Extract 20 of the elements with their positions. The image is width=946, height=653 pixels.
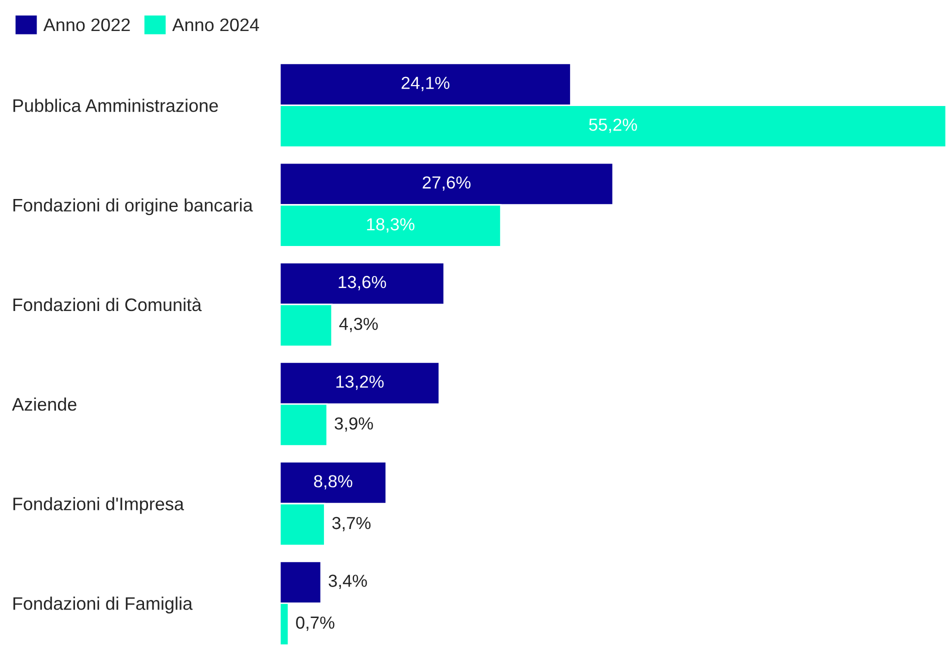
data-label: 13,6% <box>338 276 386 290</box>
data-label: 18,3% <box>367 218 414 232</box>
data-label: 55,2% <box>589 118 638 133</box>
data-label: 3,4% <box>328 574 367 590</box>
y-tick-label: Aziende <box>12 398 76 411</box>
legend-label: Anno 2024 <box>172 18 260 32</box>
y-tick-label: Pubblica Amministrazione <box>13 98 218 112</box>
legend-label: Anno 2022 <box>43 18 130 32</box>
data-label: 3,7% <box>332 516 371 532</box>
data-label: 27,6% <box>422 176 471 191</box>
data-label: 4,3% <box>339 318 378 332</box>
y-tick-label: Fondazioni di Comunità <box>13 298 202 312</box>
data-label: 8,8% <box>314 475 352 490</box>
y-tick-label: Fondazioni d'Impresa <box>13 497 184 514</box>
data-label: 0,7% <box>296 616 334 631</box>
data-label: 13,2% <box>336 376 384 390</box>
data-label: 24,1% <box>402 76 450 92</box>
y-tick-label: Fondazioni di Famiglia <box>13 596 193 614</box>
y-tick-label: Fondazioni di origine bancaria <box>13 198 253 216</box>
data-label: 3,9% <box>334 417 373 432</box>
